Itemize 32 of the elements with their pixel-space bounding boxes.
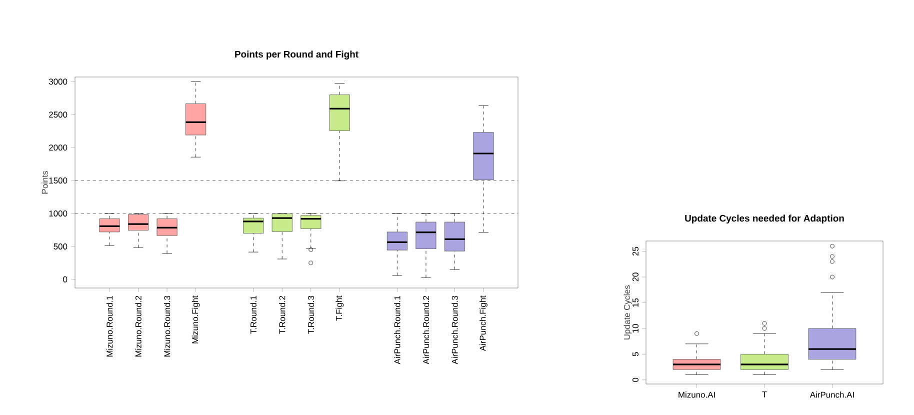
y-tick-label: 1000: [49, 210, 68, 216]
x-tick-label: Mizuno.Round.1: [106, 296, 113, 356]
y-tick-label: 5: [632, 352, 638, 356]
y-tick-label: 1500: [49, 178, 68, 184]
x-tick-label: T.Round.1: [250, 296, 256, 334]
x-tick-label: Mizuno.AI: [678, 392, 715, 398]
y-tick-label: 0: [63, 276, 68, 282]
x-tick-label: T.Round.2: [279, 296, 286, 334]
y-tick-label: 3000: [48, 78, 68, 85]
x-tick-label: Mizuno.Round.2: [135, 296, 142, 356]
x-tick-label: AirPunch.AI: [810, 392, 854, 398]
y-tick-label: 15: [632, 298, 638, 307]
chart-title: Points per Round and Fight: [235, 50, 358, 60]
y-axis-title: Update Cycles: [624, 285, 632, 340]
y-tick-label: 2500: [49, 112, 68, 118]
y-axis-title: Points: [42, 171, 48, 194]
y-tick-label: 0: [632, 378, 638, 382]
x-tick-label: T: [762, 392, 767, 398]
x-tick-label: Mizuno.Round.3: [164, 296, 170, 356]
x-tick-label: AirPunch.Round.3: [452, 296, 458, 364]
y-tick-label: 20: [632, 272, 638, 282]
x-tick-label: T.Round.3: [308, 296, 314, 334]
y-tick-label: 500: [54, 243, 68, 250]
x-tick-label: AirPunch.Round.1: [394, 296, 400, 364]
x-tick-label: AirPunch.Round.2: [422, 296, 430, 364]
x-tick-label: AirPunch.Fight: [480, 296, 488, 352]
x-tick-label: T.Fight: [336, 296, 344, 321]
chart-title: Update Cycles needed for Adaption: [685, 214, 844, 224]
y-tick-label: 2000: [49, 144, 68, 151]
x-tick-label: Mizuno.Fight: [192, 296, 200, 344]
y-tick-label: 10: [632, 324, 638, 333]
y-tick-label: 25: [632, 246, 638, 256]
